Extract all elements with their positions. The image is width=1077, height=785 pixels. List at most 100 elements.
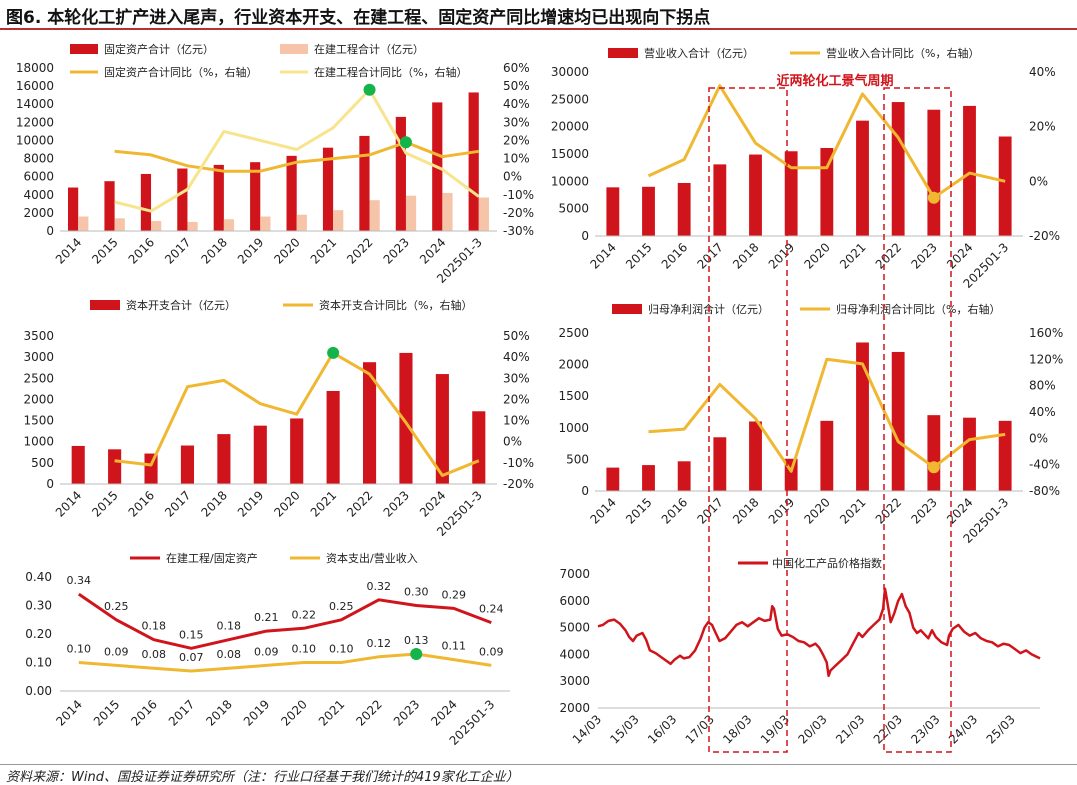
capex-bar: [435, 374, 449, 484]
fixed_assets-y-right-tick: 50%: [503, 79, 530, 93]
capex-bar: [180, 445, 195, 484]
ratios-x-tick: 2015: [91, 697, 122, 728]
revenue-x-tick: 2023: [908, 240, 939, 271]
price-x-tick: 22/03: [871, 712, 905, 746]
net_profit-legend-label-1: 归母净利润合计同比（%，右轴）: [836, 302, 1000, 316]
capex-y-right-tick: 30%: [503, 371, 530, 385]
net_profit-x-tick: 2018: [730, 495, 761, 526]
ratios-data-label: 0.24: [479, 603, 504, 616]
price-x-tick: 15/03: [607, 712, 641, 746]
ratios-data-label: 0.09: [479, 645, 504, 658]
fixed_assets-x-tick: 2021: [308, 235, 339, 266]
net_profit-x-tick: 2023: [908, 495, 939, 526]
capex-bar: [290, 418, 304, 484]
net_profit-bar: [713, 437, 727, 491]
fixed_assets-highlight-dot: [363, 83, 376, 96]
net_profit-bar: [963, 417, 976, 491]
ratios-data-label: 0.21: [254, 611, 279, 624]
fixed_assets-y-right-tick: 0%: [503, 170, 522, 184]
ratios-data-label: 0.09: [254, 645, 279, 658]
net_profit-y-right-tick: 120%: [1029, 352, 1063, 366]
capex-legend-label-1: 资本开支合计同比（%，右轴）: [319, 298, 472, 312]
revenue-legend-label-1: 营业收入合计同比（%，右轴）: [826, 46, 979, 60]
fixed_assets-bar: [78, 216, 89, 231]
capex-legend-label-0: 资本开支合计（亿元）: [126, 298, 236, 312]
ratios-data-label: 0.22: [292, 608, 317, 621]
ratios-x-tick: 2023: [391, 697, 422, 728]
fixed_assets-line-1: [114, 88, 480, 213]
ratios-x-tick: 2016: [128, 697, 159, 728]
revenue-x-tick: 2020: [801, 240, 832, 271]
fixed_assets-y-left-tick: 6000: [23, 170, 54, 184]
price-line: [597, 587, 1041, 678]
net_profit-bar: [891, 351, 905, 491]
fixed_assets-y-right-tick: 40%: [503, 97, 530, 111]
ratios-data-label: 0.25: [104, 600, 129, 613]
fixed_assets-x-tick: 2020: [271, 235, 302, 266]
ratios-y-tick: 0.10: [25, 656, 52, 670]
capex-x-tick: 2022: [344, 488, 375, 519]
price-x-tick: 16/03: [645, 712, 679, 746]
capex-y-right-tick: 0%: [503, 435, 522, 449]
ratios-data-label: 0.11: [442, 640, 467, 653]
net_profit-y-left-tick: 1500: [558, 389, 589, 403]
fixed_assets-legend-label-2: 固定资产合计同比（%，右轴）: [104, 65, 257, 79]
fixed_assets-y-left-tick: 8000: [23, 152, 54, 166]
fixed_assets-x-tick: 2017: [162, 235, 193, 266]
ratios-data-label: 0.13: [404, 634, 429, 647]
fixed_assets-y-right-tick: -30%: [503, 224, 534, 238]
ratios-data-label: 0.29: [442, 588, 467, 601]
net_profit-bar: [998, 420, 1012, 491]
capex-y-right-tick: -20%: [503, 477, 534, 491]
ratios-x-tick: 2022: [353, 697, 384, 728]
fixed_assets-x-tick: 2014: [53, 235, 84, 266]
fixed_assets-y-right-tick: 30%: [503, 115, 530, 129]
ratios-data-label: 0.32: [367, 580, 392, 593]
revenue-y-right-tick: 40%: [1029, 65, 1056, 79]
fixed_assets-bar: [68, 187, 79, 231]
capex-y-left-tick: 2500: [23, 371, 54, 385]
net_profit-y-right-tick: -80%: [1029, 484, 1060, 498]
revenue-y-left-tick: 25000: [551, 92, 589, 106]
ratios-data-label: 0.30: [404, 586, 429, 599]
net_profit-x-tick: 2015: [623, 495, 654, 526]
price-y-tick: 2000: [559, 701, 590, 715]
price-x-tick: 14/03: [570, 712, 604, 746]
net_profit-bar: [856, 342, 869, 491]
revenue-highlight-dot: [927, 191, 940, 204]
figure-title: 图6. 本轮化工扩产进入尾声，行业资本开支、在建工程、固定资产同比增速均已出现向…: [6, 8, 711, 28]
net_profit-x-tick: 2019: [766, 495, 797, 526]
fixed_assets-bar: [187, 221, 198, 231]
capex-x-tick: 2020: [271, 488, 302, 519]
fixed_assets-legend-swatch-0: [70, 44, 98, 54]
ratios-data-label: 0.10: [329, 643, 354, 656]
fixed_assets-y-right-tick: 10%: [503, 152, 530, 166]
revenue-x-tick: 2016: [659, 240, 690, 271]
net_profit-x-tick: 2024: [944, 495, 975, 526]
net_profit-bar: [749, 421, 762, 491]
price-y-tick: 4000: [559, 647, 590, 661]
revenue-x-tick: 2021: [837, 240, 868, 271]
ratios-data-label: 0.18: [142, 620, 167, 633]
net_profit-bar: [677, 461, 691, 491]
net_profit-x-tick: 2022: [873, 495, 904, 526]
footer-rule: [0, 764, 1077, 765]
ratios-x-tick: 2014: [53, 697, 84, 728]
fixed_assets-y-left-tick: 0: [46, 224, 54, 238]
revenue-bar: [963, 105, 976, 236]
ratios-y-tick: 0.00: [25, 684, 52, 698]
capex-x-tick: 2017: [162, 488, 193, 519]
capex-highlight-dot: [327, 346, 340, 359]
source-note: 资料来源：Wind、国投证券证券研究所（注：行业口径基于我们统计的419家化工企…: [6, 770, 519, 785]
fixed_assets-bar: [322, 147, 334, 231]
ratios-data-label: 0.08: [142, 648, 167, 661]
fixed_assets-bar: [114, 218, 125, 231]
fixed_assets-bar: [395, 116, 406, 231]
revenue-y-right-tick: 0%: [1029, 174, 1048, 188]
fixed_assets-y-left-tick: 10000: [16, 133, 54, 147]
revenue-bar: [749, 154, 762, 236]
fixed_assets-y-left-tick: 14000: [16, 97, 54, 111]
capex-bar: [108, 449, 122, 484]
capex-bar: [326, 390, 340, 484]
revenue-bar: [677, 182, 691, 236]
